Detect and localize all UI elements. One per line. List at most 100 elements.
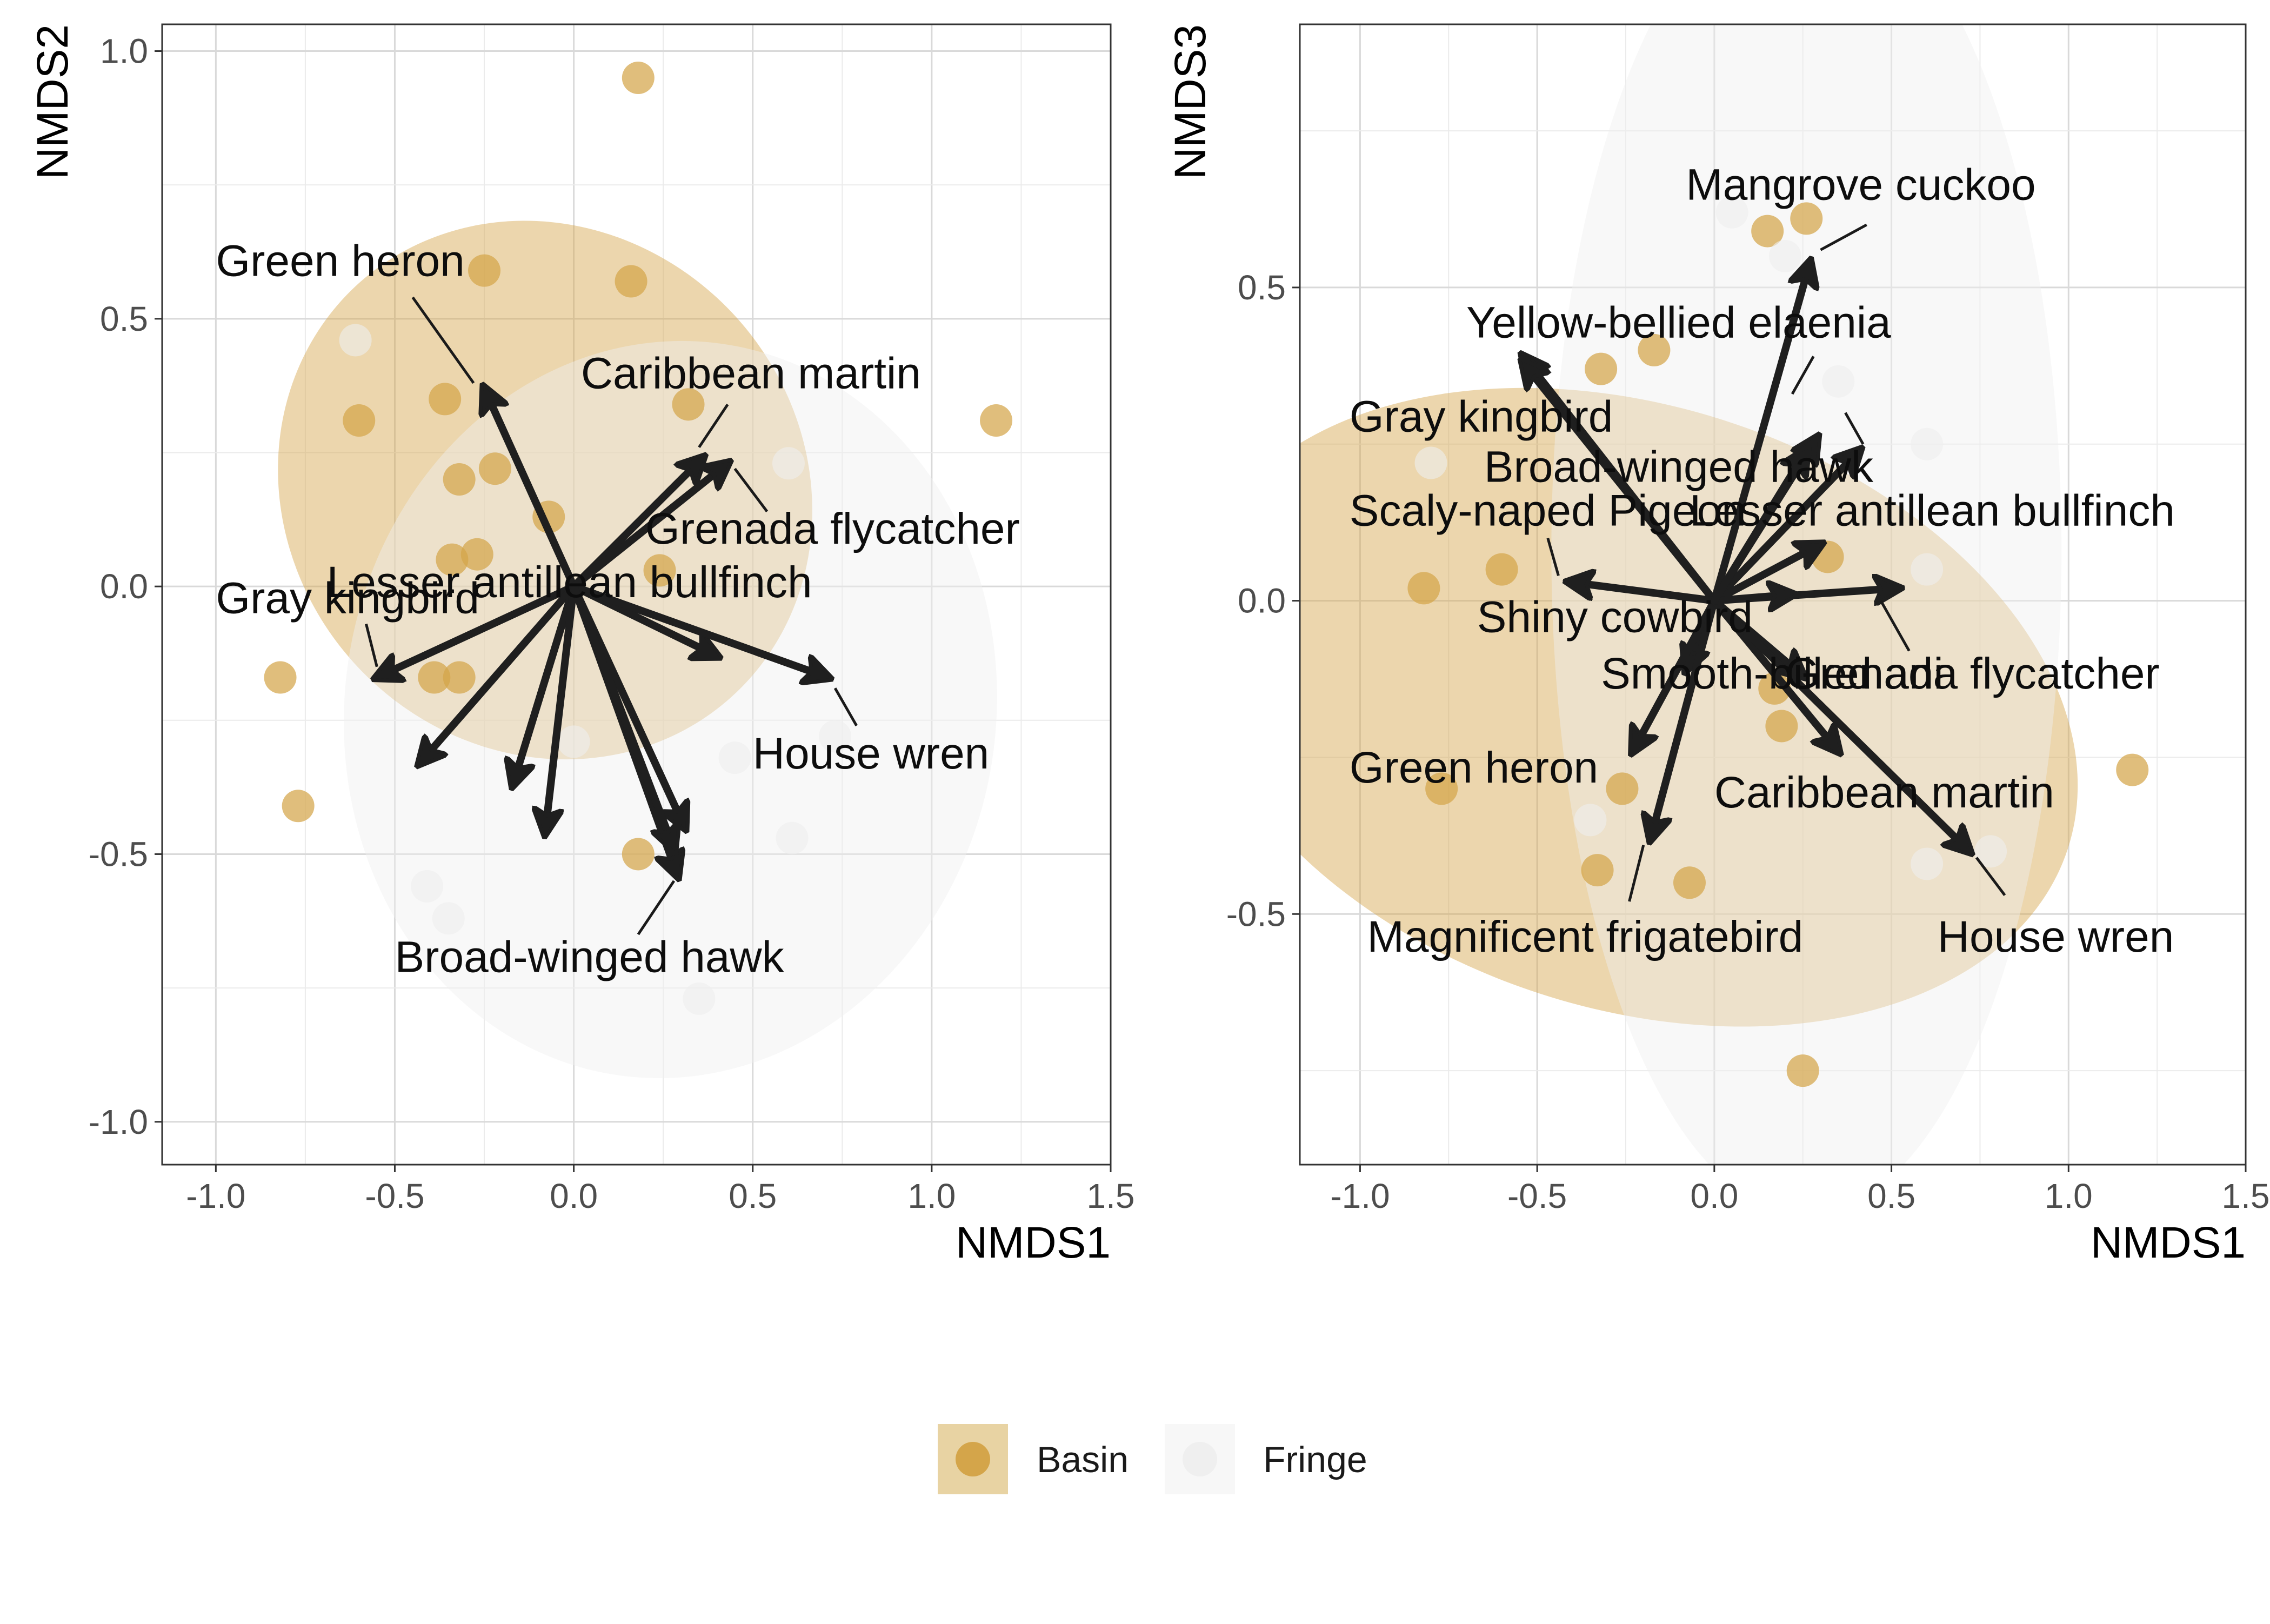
ellipse-fringe — [344, 340, 997, 1079]
plot-border — [1299, 23, 2247, 1166]
point-basin — [443, 463, 476, 496]
point-basin — [980, 404, 1013, 437]
y-axis-title: NMDS3 — [1166, 24, 1215, 179]
plot-area: Mangrove cuckoo Yellow-bellied elaenia Gra… — [1300, 24, 2175, 1165]
arrow-label-yellow-bellied-elaenia: Yellow-bellied elaenia — [1466, 298, 1891, 347]
point-basin — [1581, 854, 1614, 887]
point-fringe — [1911, 427, 1944, 460]
point-basin — [1790, 202, 1823, 235]
leader-green-heron — [411, 296, 475, 384]
x-tick-label: 1.0 — [907, 1177, 956, 1215]
point-basin — [282, 790, 315, 823]
point-basin — [1425, 772, 1458, 805]
arrow-gray-kingbird — [377, 583, 578, 677]
arrow-green-heron — [1633, 597, 1718, 751]
point-basin — [2116, 753, 2149, 786]
point-fringe — [1822, 365, 1855, 398]
point-basin — [436, 543, 469, 576]
arrow — [1710, 450, 1806, 605]
point-fringe — [432, 902, 465, 935]
x-axis-title: NMDS1 — [956, 1218, 1111, 1267]
point-fringe — [1768, 239, 1801, 272]
leader-grenada-flycatcher — [733, 467, 769, 512]
point-basin — [1751, 215, 1784, 248]
leader-mangrove-cuckoo — [1820, 223, 1867, 251]
point-fringe — [1574, 804, 1607, 837]
point-fringe — [819, 720, 852, 753]
arrow-label-gray-kingbird: Gray kingbird — [216, 574, 479, 623]
x-tick-label: -1.0 — [186, 1177, 245, 1215]
point-fringe — [718, 741, 751, 774]
point-basin — [643, 554, 676, 587]
arrow — [1710, 544, 1821, 605]
arrow-label-shiny-cowbird: Shiny cowbird — [1477, 593, 1753, 642]
y-tick-label: 1.0 — [100, 32, 148, 71]
arrow-label-gray-kingbird: Gray kingbird — [1350, 392, 1613, 442]
arrow-label-broad-winged-hawk: Broad-winged hawk — [1484, 442, 1874, 491]
arrow-grenada-flycatcher — [570, 463, 728, 591]
point-fringe — [776, 821, 809, 854]
x-axis-title: NMDS1 — [2091, 1218, 2246, 1267]
legend-label-basin: Basin — [1037, 1439, 1129, 1480]
panel-nmds1-nmds2: Green heron Caribbean martin Grenada flyca… — [28, 23, 1135, 1267]
leader-scaly-naped-pigeon — [1546, 537, 1560, 576]
y-tick-label: 0.0 — [1238, 582, 1286, 620]
point-basin — [1786, 1054, 1819, 1087]
x-tick-label: 0.5 — [729, 1177, 777, 1215]
leader-house-wren — [833, 687, 858, 726]
arrow-label-smooth-billed-ani: Smooth-billed ani — [1601, 649, 1944, 698]
point-basin — [460, 538, 493, 571]
plot-area: Green heron Caribbean martin Grenada flyca… — [216, 62, 1020, 1079]
x-tick-label: 1.5 — [2222, 1177, 2270, 1215]
point-basin — [1638, 333, 1671, 366]
plot-border — [161, 23, 1112, 1166]
x-tick-label: -1.0 — [1330, 1177, 1390, 1215]
leader-yellow-bellied-elaenia — [1791, 356, 1815, 395]
leader-gray-kingbird — [365, 623, 378, 667]
arrow-label-lesser-antillean-bullfinch: Lesser antillean bullfinch — [327, 558, 812, 607]
panel-nmds1-nmds3: Mangrove cuckoo Yellow-bellied elaenia Gra… — [1166, 23, 2270, 1267]
arrow-label-caribbean-martin: Caribbean martin — [581, 349, 921, 398]
arrow-house-wren — [570, 583, 828, 677]
arrow-label-green-heron: Green heron — [1350, 743, 1598, 792]
point-fringe — [557, 725, 590, 758]
point-fringe — [411, 870, 444, 903]
x-tick-label: 0.0 — [550, 1177, 598, 1215]
point-basin — [1765, 710, 1798, 743]
x-tick-label: 1.0 — [2045, 1177, 2093, 1215]
point-basin — [622, 62, 655, 95]
arrow-broad-winged-hawk — [1710, 450, 1860, 605]
point-basin — [1585, 352, 1618, 385]
arrow-label-broad-winged-hawk: Broad-winged hawk — [395, 932, 784, 981]
point-fringe — [1974, 835, 2007, 868]
arrow-label-scaly-naped-pigeon: Scaly-naped Pigeon — [1350, 486, 1746, 535]
leader-broad-winged-hawk — [637, 880, 676, 935]
x-tick-label: -0.5 — [365, 1177, 424, 1215]
legend-label-fringe: Fringe — [1263, 1439, 1367, 1480]
arrow-label-caribbean-martin: Caribbean martin — [1714, 768, 2054, 817]
point-basin — [615, 265, 647, 298]
leader-house-wren — [1975, 857, 2006, 896]
point-fringe — [1911, 847, 1944, 880]
arrow — [513, 583, 578, 785]
x-tick-label: 1.5 — [1087, 1177, 1135, 1215]
arrow-gray-kingbird — [1523, 363, 1718, 605]
legend-key-fringe-dot — [1183, 1442, 1217, 1476]
y-tick-label: 0.5 — [100, 299, 148, 338]
point-basin — [468, 254, 501, 287]
point-basin — [622, 838, 655, 871]
point-basin — [672, 388, 705, 421]
arrow-label-grenada-flycatcher: Grenada flycatcher — [1785, 649, 2160, 698]
x-tick-label: -0.5 — [1507, 1177, 1567, 1215]
point-basin — [264, 661, 297, 694]
point-basin — [1407, 572, 1440, 605]
point-fringe — [772, 447, 805, 480]
point-fringe — [1715, 196, 1748, 229]
leader-magnificent-frigatebird — [1628, 845, 1645, 902]
ellipse-basin — [1300, 387, 2078, 1027]
point-basin — [1606, 772, 1639, 805]
arrow-label-house-wren: House wren — [753, 729, 990, 778]
arrow-label-grenada-flycatcher: Grenada flycatcher — [645, 504, 1020, 553]
y-tick-label: -0.5 — [1226, 894, 1286, 933]
